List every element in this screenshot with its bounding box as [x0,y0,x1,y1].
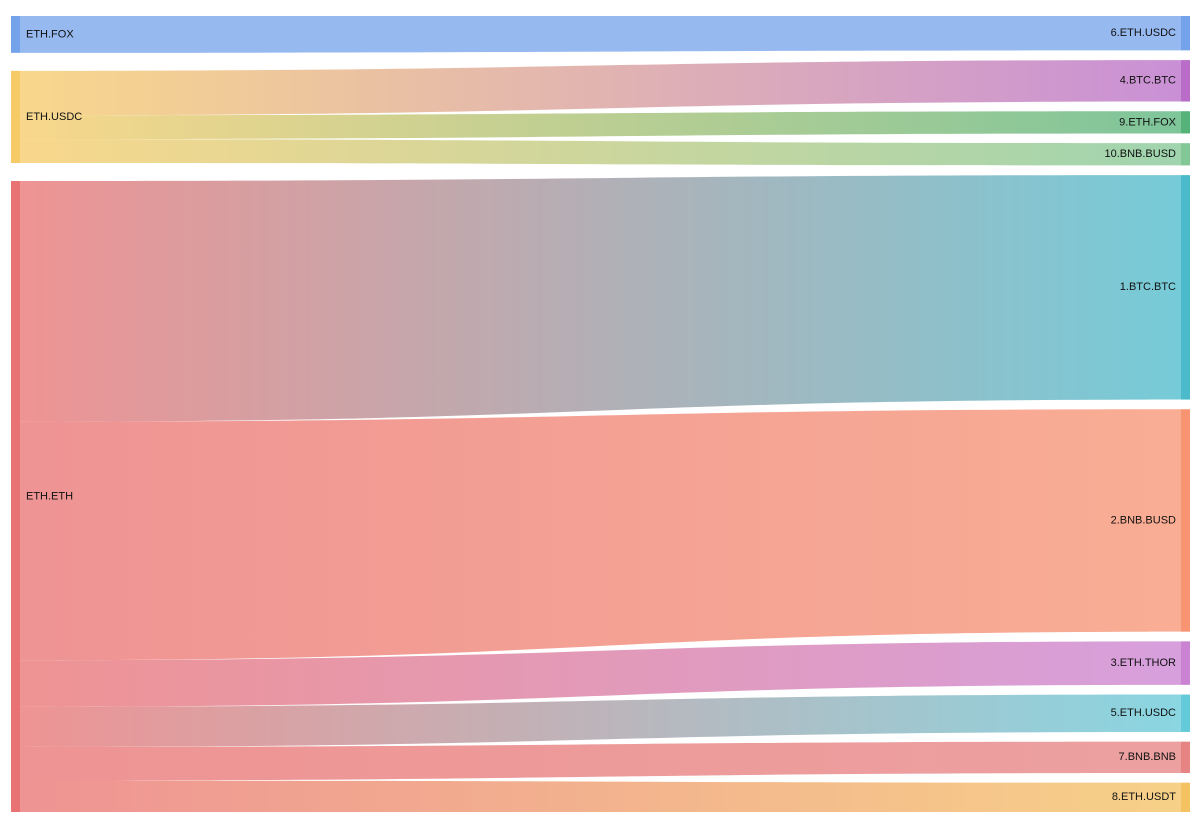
link-src-eth-usdc-to-tgt-9-eth-fox[interactable] [20,111,1181,140]
label-src-eth-fox: ETH.FOX [26,28,74,40]
node-src-eth-eth[interactable] [11,181,20,812]
label-tgt-10-bnb-busd: 10.BNB.BUSD [1104,148,1176,160]
link-src-eth-eth-to-tgt-5-eth-usdc[interactable] [20,694,1181,747]
label-tgt-2-bnb-busd: 2.BNB.BUSD [1111,514,1176,526]
label-tgt-6-eth-usdc: 6.ETH.USDC [1111,27,1176,39]
labels-layer: ETH.FOX ETH.USDC ETH.ETH 6.ETH.USDC 4.BTC.BT… [26,27,1177,803]
node-src-eth-fox[interactable] [11,16,20,53]
node-tgt-6-eth-usdc[interactable] [1181,16,1190,51]
label-tgt-7-bnb-bnb: 7.BNB.BNB [1119,751,1176,763]
node-tgt-2-bnb-busd[interactable] [1181,409,1190,632]
link-src-eth-fox-to-tgt-6-eth-usdc[interactable] [20,16,1181,53]
node-tgt-10-bnb-busd[interactable] [1181,143,1190,166]
node-tgt-5-eth-usdc[interactable] [1181,694,1190,732]
label-tgt-3-eth-thor: 3.ETH.THOR [1111,657,1176,669]
node-tgt-1-btc-btc[interactable] [1181,175,1190,400]
label-tgt-4-btc-btc: 4.BTC.BTC [1120,75,1176,87]
link-src-eth-usdc-to-tgt-10-bnb-busd[interactable] [20,139,1181,166]
link-src-eth-usdc-to-tgt-4-btc-btc[interactable] [20,60,1181,116]
node-src-eth-usdc[interactable] [11,70,20,164]
label-src-eth-eth: ETH.ETH [26,490,73,502]
label-tgt-5-eth-usdc: 5.ETH.USDC [1111,707,1176,719]
node-tgt-7-bnb-bnb[interactable] [1181,741,1190,773]
label-tgt-9-eth-fox: 9.ETH.FOX [1119,116,1177,128]
label-src-eth-usdc: ETH.USDC [26,111,82,123]
label-tgt-1-btc-btc: 1.BTC.BTC [1120,281,1176,293]
node-tgt-4-btc-btc[interactable] [1181,60,1190,102]
node-tgt-3-eth-thor[interactable] [1181,641,1190,685]
label-tgt-8-eth-usdt: 8.ETH.USDT [1112,791,1176,803]
link-src-eth-eth-to-tgt-3-eth-thor[interactable] [20,641,1181,707]
link-src-eth-eth-to-tgt-2-bnb-busd[interactable] [20,409,1181,661]
link-src-eth-eth-to-tgt-7-bnb-bnb[interactable] [20,741,1181,781]
links-layer [20,16,1181,812]
node-tgt-9-eth-fox[interactable] [1181,111,1190,134]
link-src-eth-eth-to-tgt-8-eth-usdt[interactable] [20,780,1181,812]
nodes-layer [11,16,1190,812]
link-src-eth-eth-to-tgt-1-btc-btc[interactable] [20,175,1181,422]
node-tgt-8-eth-usdt[interactable] [1181,782,1190,812]
